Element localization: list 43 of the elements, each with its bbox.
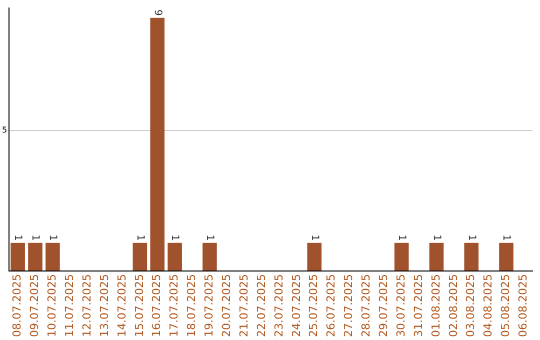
x-tick-label: 14.07.2025 — [115, 274, 128, 338]
y-tick-label: 5 — [2, 125, 8, 134]
x-tick-label: 13.07.2025 — [98, 274, 111, 338]
x-tick-label: 27.07.2025 — [342, 274, 356, 338]
data-label: 1 — [134, 234, 146, 241]
x-tick-label: 23.07.2025 — [272, 274, 286, 338]
x-tick-label: 26.07.2025 — [324, 274, 338, 338]
x-tick-label: 05.08.2025 — [499, 274, 512, 338]
data-label: 1 — [430, 234, 442, 241]
x-tick-label: 12.07.2025 — [80, 274, 94, 338]
data-label: 1 — [204, 234, 216, 241]
data-label: 1 — [169, 234, 180, 241]
x-tick-label: 18.07.2025 — [185, 274, 198, 338]
data-label: 9 — [152, 9, 163, 16]
x-tick-label: 30.07.2025 — [394, 274, 408, 338]
x-tick-label: 28.07.2025 — [360, 274, 373, 338]
data-label: 1 — [12, 234, 24, 241]
data-label: 1 — [500, 234, 512, 241]
data-label: 1 — [396, 234, 407, 241]
data-label: 1 — [308, 234, 320, 241]
data-label: 1 — [30, 234, 41, 241]
x-tick-label: 29.07.2025 — [377, 274, 390, 338]
x-tick-label: 19.07.2025 — [202, 274, 216, 338]
data-label: 1 — [47, 234, 58, 241]
x-tick-label: 01.08.2025 — [429, 274, 442, 338]
x-tick-label: 11.07.2025 — [63, 274, 76, 338]
data-label: 1 — [466, 234, 477, 241]
x-tick-label: 25.07.2025 — [307, 274, 320, 338]
x-tick-label: 08.07.2025 — [10, 274, 24, 338]
x-tick-label: 22.07.2025 — [254, 274, 268, 338]
x-tick-label: 16.07.2025 — [150, 274, 164, 338]
x-tick-label: 21.07.2025 — [237, 274, 250, 338]
x-tick-label: 31.07.2025 — [412, 274, 425, 338]
x-tick-label: 06.08.2025 — [516, 274, 530, 338]
x-tick-label: 09.07.2025 — [28, 274, 42, 338]
x-tick-label: 02.08.2025 — [446, 274, 460, 338]
x-tick-label: 15.07.2025 — [132, 274, 146, 338]
x-tick-label: 17.07.2025 — [168, 274, 181, 338]
x-tick-label: 10.07.2025 — [46, 274, 59, 338]
x-tick-label: 24.07.2025 — [290, 274, 303, 338]
x-tick-label: 04.08.2025 — [482, 274, 495, 338]
x-tick-label: 03.08.2025 — [464, 274, 478, 338]
x-tick-label: 20.07.2025 — [220, 274, 234, 338]
